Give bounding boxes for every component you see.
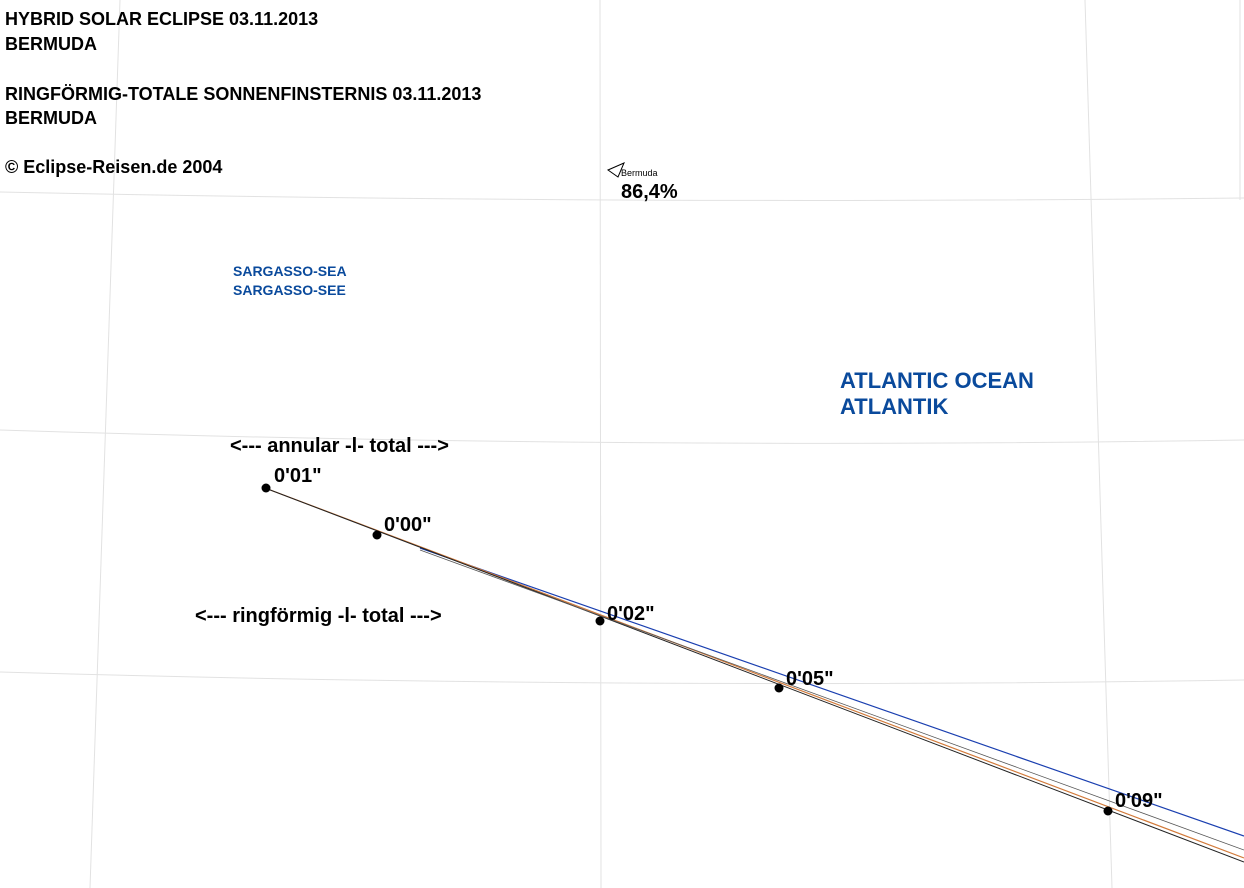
ocean-label: ATLANTIC OCEAN [840, 368, 1034, 393]
path-limit [419, 547, 1244, 837]
title: BERMUDA [5, 34, 97, 54]
point-label: 0'00" [384, 514, 432, 536]
path-points: 0'01" 0'00" 0'02" 0'05" 0'09" [261, 465, 1163, 816]
sea-label: SARGASSO-SEA [233, 263, 347, 279]
point-label: 0'05" [786, 668, 834, 690]
copyright: © Eclipse-Reisen.de 2004 [5, 157, 222, 177]
note: <--- ringförmig -l- total ---> [195, 605, 442, 627]
path-limit [264, 487, 1244, 859]
point-label: 0'09" [1115, 790, 1163, 812]
grid-line [599, 0, 602, 888]
point [261, 483, 271, 493]
point [774, 683, 784, 693]
magnitude: 86,4% [621, 181, 678, 203]
ocean-label: ATLANTIK [840, 394, 948, 419]
sea-label: SARGASSO-SEE [233, 282, 346, 298]
grid-line [1084, 0, 1113, 888]
eclipse-path [264, 487, 1244, 863]
point [372, 530, 382, 540]
point [1103, 806, 1113, 816]
point [595, 616, 605, 626]
point-label: 0'01" [274, 465, 322, 487]
title: BERMUDA [5, 108, 97, 128]
note: <--- annular -l- total ---> [230, 435, 449, 457]
grid-line [0, 429, 1244, 444]
point-label: 0'02" [607, 603, 655, 625]
path-limit [419, 549, 1244, 851]
title: RINGFÖRMIG-TOTALE SONNENFINSTERNIS 03.11… [5, 84, 481, 104]
title: HYBRID SOLAR ECLIPSE 03.11.2013 [5, 9, 318, 29]
grid-line [0, 191, 1244, 201]
grid-line [89, 0, 121, 888]
central-line [264, 487, 1244, 863]
place-name: Bermuda [621, 168, 658, 178]
place-marker [606, 162, 625, 178]
grid-line [0, 671, 1244, 685]
